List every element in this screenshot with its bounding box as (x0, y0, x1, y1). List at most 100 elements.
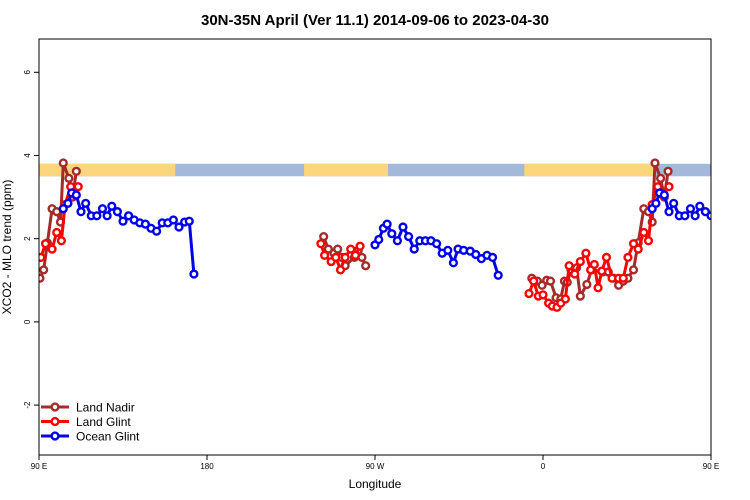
data-point (575, 291, 585, 301)
data-point (669, 198, 679, 208)
series-ocean-glint (58, 188, 711, 280)
data-point (409, 244, 419, 254)
data-point (651, 198, 661, 208)
data-point (589, 259, 599, 270)
data-point (140, 219, 151, 229)
data-point (545, 276, 556, 286)
data-point (538, 290, 548, 300)
y-axis-label: XCO2 - MLO trend (ppm) (0, 180, 14, 315)
data-point (39, 273, 45, 283)
data-point (601, 252, 612, 263)
data-point (350, 250, 361, 260)
data-point (628, 265, 639, 275)
y-tick-label: 4 (23, 153, 32, 158)
data-point (695, 201, 705, 211)
x-tick-label: 180 (200, 462, 214, 471)
data-point (76, 207, 86, 217)
land-band-segment (524, 163, 655, 177)
chart-title: 30N-35N April (Ver 11.1) 2014-09-06 to 2… (201, 12, 549, 29)
x-axis: 90 E 180 90 W 0 90 E (31, 455, 719, 471)
data-point (564, 261, 574, 271)
data-point (320, 250, 330, 260)
data-point (524, 288, 534, 299)
data-point (92, 211, 102, 221)
data-point (333, 244, 343, 254)
data-point (124, 211, 134, 221)
data-point (174, 222, 184, 232)
data-point (102, 211, 112, 221)
data-point (575, 256, 585, 267)
data-point (685, 204, 696, 214)
data-point (382, 219, 392, 229)
data-point (58, 158, 68, 168)
data-point (618, 273, 628, 283)
data-point (52, 227, 62, 238)
x-tick-label: 90 E (31, 462, 47, 471)
data-point (189, 269, 199, 279)
legend-item: Land Nadir (41, 401, 135, 415)
data-point (663, 166, 673, 176)
legend-label: Ocean Glint (76, 430, 140, 444)
y-tick-label: 2 (23, 236, 32, 241)
data-point (628, 239, 639, 249)
data-point (387, 229, 397, 239)
data-point (184, 216, 194, 226)
legend-item: Ocean Glint (41, 430, 140, 444)
data-point (582, 279, 592, 290)
series-land-glint (39, 182, 674, 312)
data-point (680, 211, 690, 221)
data-point (340, 252, 350, 263)
data-point (471, 249, 481, 260)
data-point (112, 207, 123, 217)
data-point (643, 236, 654, 246)
data-point (374, 234, 384, 245)
data-point (432, 239, 442, 249)
data-point (581, 248, 591, 258)
x-axis-label: Longitude (349, 477, 402, 491)
y-tick-label: 6 (23, 70, 32, 75)
data-point (443, 245, 453, 255)
data-point (316, 239, 326, 249)
data-point (355, 241, 365, 251)
data-point (58, 204, 68, 214)
data-point (664, 182, 674, 192)
data-point (63, 198, 73, 208)
data-point (73, 182, 83, 192)
land-band-segment (304, 163, 389, 177)
data-point (39, 265, 49, 275)
data-point (700, 207, 711, 217)
data-point (361, 261, 371, 271)
data-point (39, 252, 46, 262)
data-point (655, 173, 666, 183)
legend-marker (50, 431, 60, 441)
legend-item: Land Glint (41, 415, 131, 429)
legend-label: Land Glint (76, 415, 131, 429)
data-point (570, 269, 580, 279)
x-tick-label: 0 (541, 462, 546, 471)
data-point (593, 283, 603, 293)
data-point (664, 207, 674, 217)
data-point (118, 216, 128, 226)
data-point (597, 266, 607, 276)
data-point (56, 236, 67, 246)
data-point (107, 201, 117, 211)
data-point (97, 204, 108, 214)
data-point (40, 239, 51, 249)
data-point (81, 198, 91, 208)
y-axis: -2 0 2 4 6 (23, 70, 39, 409)
x-tick-label: 90 W (366, 462, 385, 471)
legend-marker (50, 416, 60, 427)
data-point (319, 232, 329, 242)
data-point (488, 252, 498, 263)
y-tick-label: -2 (23, 401, 32, 409)
data-point (152, 226, 162, 236)
data-point (71, 190, 81, 200)
x-tick-label: 90 E (703, 462, 719, 471)
data-point (650, 158, 660, 168)
data-point (560, 294, 571, 304)
data-point (404, 232, 414, 242)
data-point (323, 244, 333, 254)
data-point (392, 236, 403, 246)
